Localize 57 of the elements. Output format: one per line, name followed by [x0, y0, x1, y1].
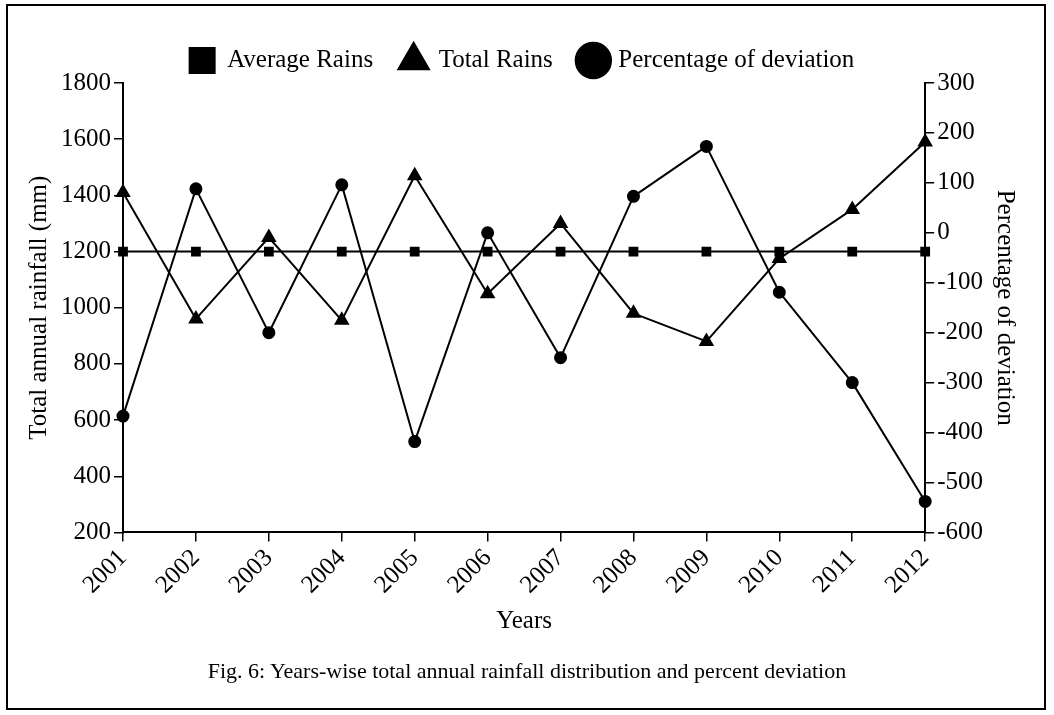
point — [918, 494, 932, 508]
y-tick-label: 1000 — [61, 292, 111, 320]
point — [407, 167, 422, 181]
point — [553, 215, 568, 228]
y2-axis-title: Percentage of deviation — [993, 189, 1021, 427]
y2-tick-label: -600 — [937, 516, 983, 544]
y-tick-label: 800 — [73, 348, 111, 376]
point — [847, 246, 858, 257]
y2-tick-label: -100 — [937, 267, 983, 295]
point — [262, 326, 276, 340]
y-tick-label: 1800 — [61, 67, 111, 95]
point — [408, 435, 422, 449]
point — [334, 312, 349, 325]
point — [480, 285, 495, 299]
caption: Fig. 6: Years-wise total annual rainfall distribution and percent deviation — [206, 658, 848, 684]
point — [261, 229, 276, 242]
point — [188, 310, 203, 324]
y2-tick-label: 0 — [937, 217, 950, 245]
y2-tick-label: 200 — [937, 117, 975, 145]
y-tick-label: 600 — [73, 404, 111, 432]
y2-tick-label: 300 — [937, 67, 975, 95]
y2-tick-label: -300 — [937, 367, 983, 395]
y-tick-label: 200 — [73, 516, 111, 544]
y-tick-label: 1200 — [61, 236, 111, 264]
y2-tick-label: -500 — [937, 467, 983, 495]
point — [774, 246, 785, 257]
point — [336, 246, 347, 257]
point — [918, 133, 933, 147]
y2-tick-label: 100 — [937, 167, 975, 195]
point — [191, 246, 201, 257]
y-tick-label: 1600 — [61, 123, 111, 151]
point — [699, 333, 714, 346]
point — [554, 351, 568, 365]
point — [699, 139, 713, 153]
point — [482, 246, 493, 257]
y-axis-title: Total annual rainfall (mm) — [23, 175, 52, 440]
point — [263, 246, 274, 257]
y-tick-label: 400 — [73, 460, 111, 488]
y2-tick-label: -200 — [937, 317, 983, 345]
point — [189, 182, 203, 196]
legend-label: Total Rains — [438, 45, 553, 73]
point — [335, 178, 349, 192]
point — [845, 376, 859, 390]
y-tick-label: 1400 — [61, 179, 111, 207]
point — [626, 305, 641, 318]
point — [409, 246, 420, 257]
y2-tick-label: -400 — [937, 417, 983, 445]
legend-label: Average Rains — [227, 45, 374, 73]
legend-label: Percentage of deviation — [618, 45, 855, 73]
x-axis-title: Years — [496, 605, 552, 633]
point — [626, 189, 640, 203]
point — [772, 285, 786, 299]
point — [118, 246, 128, 257]
point — [481, 226, 495, 240]
point — [116, 409, 130, 423]
point — [845, 201, 860, 214]
point — [920, 246, 931, 257]
